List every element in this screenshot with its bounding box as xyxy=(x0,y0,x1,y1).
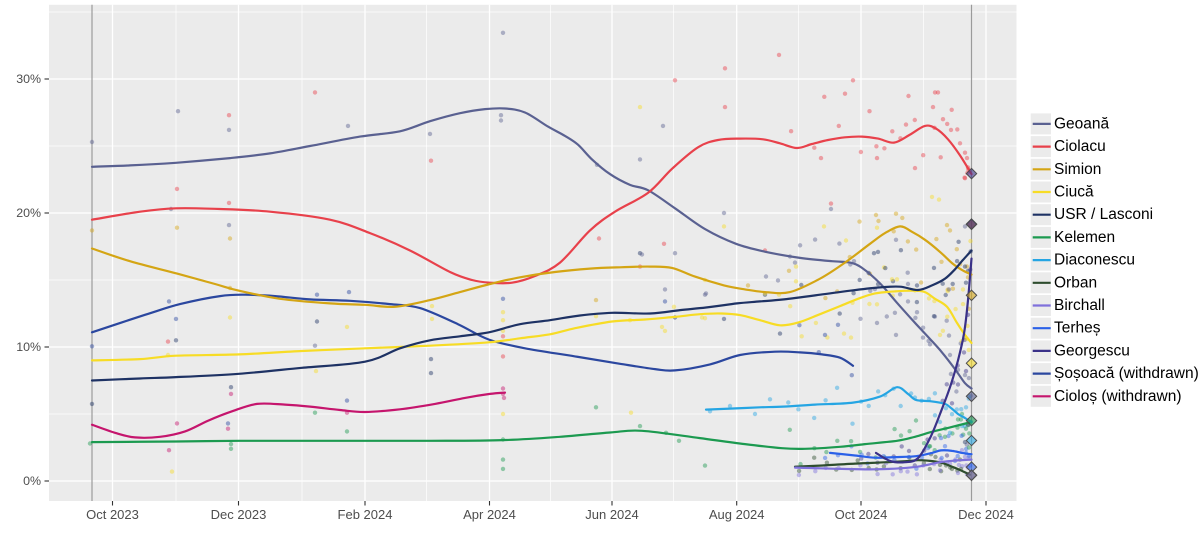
svg-text:Aug 2024: Aug 2024 xyxy=(709,507,765,522)
svg-text:Birchall: Birchall xyxy=(1054,297,1105,314)
svg-text:Cioloș (withdrawn): Cioloș (withdrawn) xyxy=(1054,388,1181,405)
svg-text:Șoșoacă (withdrawn): Șoșoacă (withdrawn) xyxy=(1054,365,1199,382)
svg-text:0%: 0% xyxy=(23,474,41,488)
svg-text:Geoană: Geoană xyxy=(1054,115,1110,132)
svg-text:Apr 2024: Apr 2024 xyxy=(463,507,516,522)
svg-text:Oct 2024: Oct 2024 xyxy=(835,507,888,522)
svg-text:Dec 2023: Dec 2023 xyxy=(211,507,267,522)
svg-text:20%: 20% xyxy=(16,206,41,220)
svg-text:Kelemen: Kelemen xyxy=(1054,229,1115,246)
svg-text:Georgescu: Georgescu xyxy=(1054,342,1130,359)
svg-text:Dec 2024: Dec 2024 xyxy=(958,507,1014,522)
svg-text:Simion: Simion xyxy=(1054,161,1101,178)
svg-text:USR / Lasconi: USR / Lasconi xyxy=(1054,206,1153,223)
svg-text:Oct 2023: Oct 2023 xyxy=(86,507,139,522)
svg-text:30%: 30% xyxy=(16,72,41,86)
svg-text:Jun 2024: Jun 2024 xyxy=(585,507,639,522)
svg-text:Ciucă: Ciucă xyxy=(1054,184,1094,201)
svg-text:Diaconescu: Diaconescu xyxy=(1054,252,1135,269)
svg-text:Ciolacu: Ciolacu xyxy=(1054,138,1106,155)
svg-text:Orban: Orban xyxy=(1054,274,1097,291)
svg-text:Terheș: Terheș xyxy=(1054,320,1101,337)
svg-text:Feb 2024: Feb 2024 xyxy=(338,507,393,522)
svg-text:10%: 10% xyxy=(16,340,41,354)
